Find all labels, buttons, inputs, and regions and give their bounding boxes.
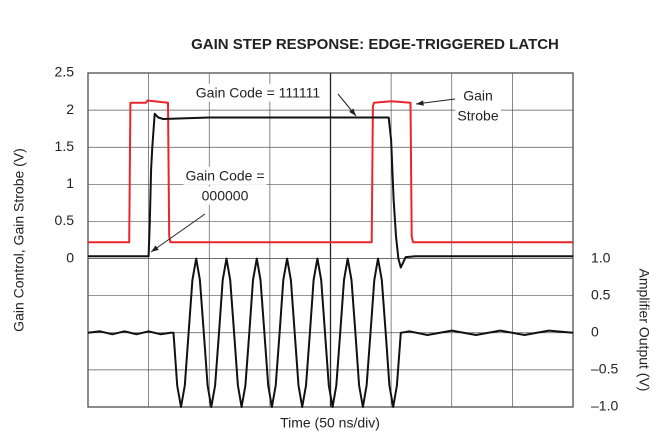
arrow-head xyxy=(151,245,159,252)
annotation: Strobe xyxy=(457,108,498,124)
arrow-head xyxy=(349,108,356,116)
y2-tick-label: 0 xyxy=(591,323,599,339)
series-line xyxy=(87,257,574,408)
annotation-arrow xyxy=(150,213,206,253)
annotation-bg xyxy=(461,86,495,105)
arrow-head xyxy=(416,100,424,106)
y2-tick-label: –0.5 xyxy=(591,361,618,377)
annotation-bg xyxy=(455,106,501,125)
y2-tick-label: –1.0 xyxy=(591,398,618,414)
y-tick-label: 1 xyxy=(66,175,74,191)
annotation-bg xyxy=(193,83,323,102)
x-axis-label: Time (50 ns/div) xyxy=(280,415,380,431)
series-line xyxy=(88,112,573,269)
annotation: Gain Code = 111111 xyxy=(196,85,321,101)
annotation: 000000 xyxy=(202,188,249,204)
y-axis-label: Gain Control, Gain Strobe (V) xyxy=(11,148,27,332)
y2-tick-label: 0.5 xyxy=(591,286,611,302)
y-tick-label: 1.5 xyxy=(55,138,75,154)
annotation: Gain xyxy=(463,88,493,104)
y2-tick-label: 1.0 xyxy=(591,249,611,265)
annotation-bg xyxy=(183,166,267,185)
y-tick-label: 0.5 xyxy=(55,212,75,228)
y-tick-label: 2.5 xyxy=(55,64,75,80)
annotation: Gain Code = xyxy=(186,168,265,184)
series-line xyxy=(88,99,573,244)
y-tick-label: 2 xyxy=(66,101,74,117)
y-tick-label: 0 xyxy=(66,249,74,265)
chart-title: GAIN STEP RESPONSE: EDGE-TRIGGERED LATCH xyxy=(191,36,559,53)
annotation-bg xyxy=(199,186,251,205)
y2-axis-label: Amplifier Output (V) xyxy=(636,269,652,392)
